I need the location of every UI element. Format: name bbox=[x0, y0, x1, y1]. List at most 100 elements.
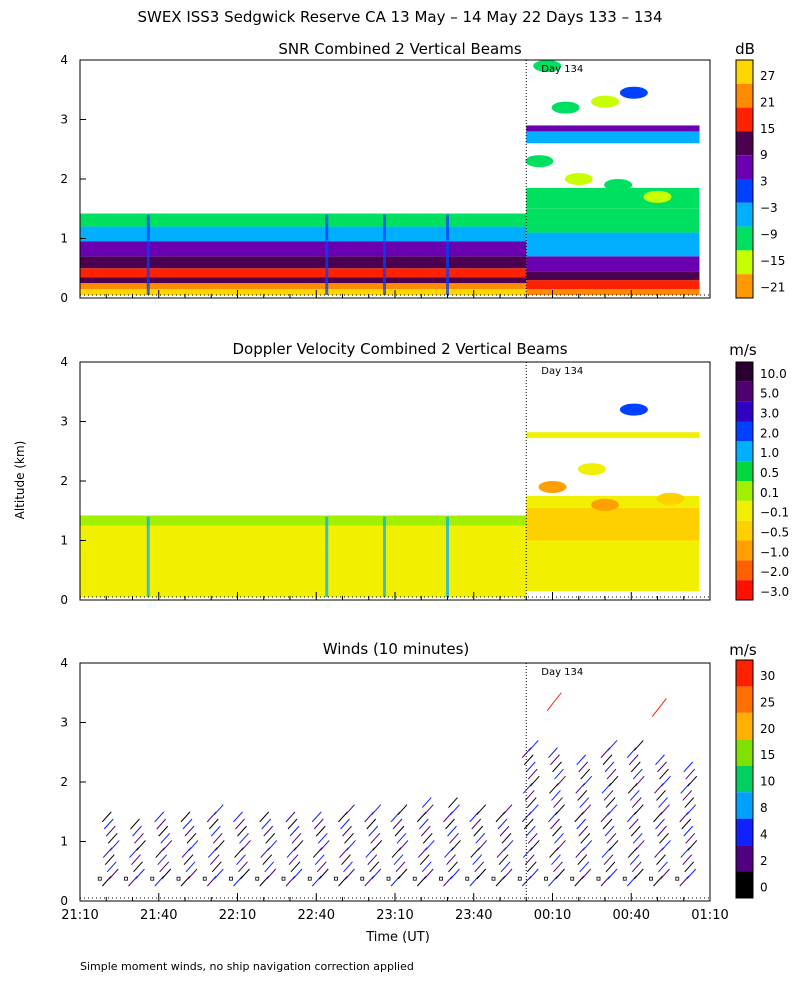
wind-barb bbox=[686, 804, 697, 816]
wind-barb bbox=[554, 768, 564, 780]
wind-barb bbox=[445, 818, 455, 830]
wind-barb bbox=[473, 825, 484, 837]
colorbar-label-doppler: −1.0 bbox=[760, 545, 789, 559]
heatmap-band-day133-7 bbox=[80, 213, 527, 227]
x-tick-label: 01:10 bbox=[691, 908, 728, 923]
wind-barb bbox=[214, 840, 225, 851]
wind-barb bbox=[477, 840, 488, 851]
wind-barb bbox=[526, 797, 537, 808]
wind-barb bbox=[154, 811, 165, 823]
heatmap-band-day134-3 bbox=[526, 256, 700, 272]
wind-barb bbox=[687, 775, 698, 787]
plot-frame-2 bbox=[79, 662, 711, 902]
colorbar-swatch-snr bbox=[736, 202, 753, 227]
wind-barb bbox=[682, 854, 693, 866]
colorbar-swatch-doppler bbox=[736, 461, 753, 481]
wind-barb bbox=[581, 868, 592, 880]
wind-barb bbox=[528, 740, 539, 751]
wind-calm-marker bbox=[97, 876, 102, 881]
colorbar-label-doppler: −0.5 bbox=[760, 526, 789, 540]
heatmap-band-day133-1 bbox=[80, 283, 527, 290]
wind-barb bbox=[550, 754, 560, 766]
heatmap-band-day134-7 bbox=[526, 131, 700, 144]
wind-calm-marker bbox=[649, 876, 653, 881]
heatmap-band-day134-6 bbox=[526, 187, 700, 209]
wind-barb bbox=[105, 825, 116, 837]
colorbar-label-winds: 15 bbox=[760, 748, 775, 762]
colorbar-swatch-snr bbox=[736, 226, 753, 251]
wind-barb bbox=[656, 854, 666, 866]
wind-barb bbox=[107, 832, 118, 844]
wind-barb bbox=[233, 811, 243, 823]
wind-calm-marker bbox=[124, 876, 128, 881]
y-tick-label: 4 bbox=[60, 656, 68, 670]
x-tick-label: 00:10 bbox=[534, 908, 571, 923]
wind-barb bbox=[631, 861, 642, 873]
wind-barb bbox=[241, 840, 251, 851]
heatmap-band-day134-2 bbox=[526, 271, 700, 281]
wind-barb bbox=[527, 832, 538, 844]
wind-barb bbox=[685, 768, 696, 780]
colorbar-swatch-winds bbox=[736, 765, 753, 793]
wind-barb bbox=[285, 811, 296, 823]
x-tick-label: 23:10 bbox=[376, 908, 413, 923]
heatmap-patch-0 bbox=[538, 480, 567, 493]
wind-barb bbox=[580, 768, 591, 780]
wind-barb bbox=[293, 840, 304, 851]
wind-barb bbox=[211, 861, 222, 873]
wind-barb bbox=[628, 754, 639, 766]
heatmap-streak-1 bbox=[325, 214, 329, 296]
wind-barb bbox=[608, 775, 619, 787]
heatmap-patch-3 bbox=[643, 190, 672, 203]
wind-barb bbox=[424, 840, 435, 851]
wind-barb bbox=[556, 840, 566, 851]
wind-barb bbox=[259, 811, 270, 823]
wind-barb bbox=[556, 775, 566, 787]
wind-barb bbox=[101, 811, 112, 823]
colorbar-label-winds: 30 bbox=[760, 669, 775, 683]
wind-barb bbox=[602, 818, 613, 830]
wind-barb bbox=[343, 861, 353, 873]
heatmap-streak-1 bbox=[325, 516, 329, 598]
wind-barb bbox=[158, 825, 169, 837]
wind-barb bbox=[659, 768, 669, 780]
wind-barb bbox=[634, 775, 645, 787]
wind-barb bbox=[446, 854, 456, 866]
wind-barb bbox=[607, 740, 618, 751]
wind-calm-marker bbox=[281, 876, 286, 881]
wind-barb bbox=[632, 768, 643, 780]
wind-barb bbox=[315, 825, 326, 837]
wind-barb bbox=[606, 768, 617, 780]
wind-calm-marker bbox=[176, 876, 181, 881]
heatmap-streak-2 bbox=[383, 516, 386, 598]
heatmap-band-day134-0 bbox=[526, 289, 700, 296]
wind-calm-marker bbox=[517, 876, 522, 881]
wind-barb bbox=[130, 818, 140, 830]
wind-barb bbox=[398, 840, 409, 851]
heatmap-band-day133-3 bbox=[80, 268, 527, 278]
wind-barb bbox=[237, 825, 247, 837]
wind-barb bbox=[552, 825, 562, 837]
wind-barb-upper bbox=[546, 692, 562, 711]
heatmap-patch-4 bbox=[619, 403, 648, 416]
wind-barb bbox=[581, 804, 592, 816]
colorbar-frame-doppler bbox=[735, 361, 754, 601]
wind-calm-marker bbox=[491, 876, 496, 881]
wind-barb bbox=[633, 804, 644, 816]
wind-barb bbox=[451, 840, 461, 851]
wind-barb bbox=[423, 804, 434, 816]
wind-barb bbox=[656, 790, 666, 801]
wind-barb bbox=[103, 818, 114, 830]
y-axis-label: Altitude (km) bbox=[13, 441, 27, 520]
wind-barb bbox=[607, 868, 618, 880]
wind-barb bbox=[131, 854, 141, 866]
colorbar-label-snr: 21 bbox=[760, 95, 775, 109]
wind-barb bbox=[548, 747, 558, 758]
wind-barb bbox=[422, 832, 433, 844]
colorbar-swatch-doppler bbox=[736, 540, 753, 561]
wind-barb bbox=[576, 754, 587, 766]
day-marker-label: Day 134 bbox=[541, 366, 583, 377]
units-snr: dB bbox=[735, 40, 755, 58]
wind-barb bbox=[502, 868, 513, 880]
wind-barb bbox=[497, 818, 508, 830]
